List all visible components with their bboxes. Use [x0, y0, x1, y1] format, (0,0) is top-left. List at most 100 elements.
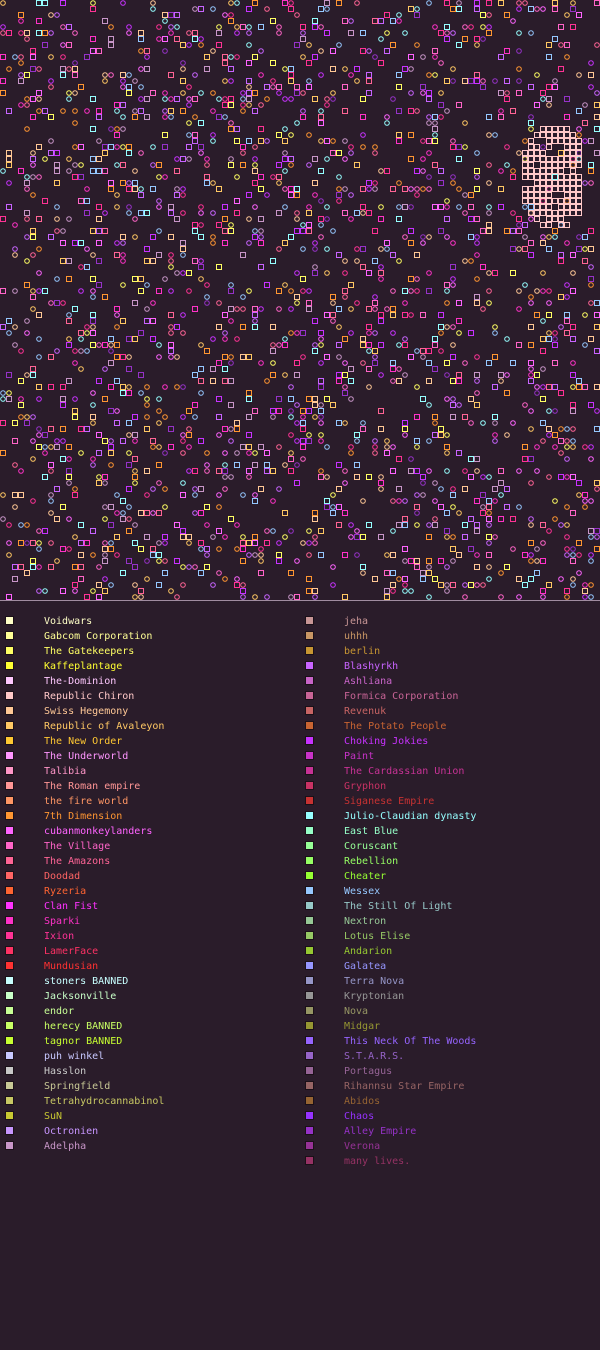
planet-marker[interactable] — [576, 150, 582, 156]
planet-marker[interactable] — [102, 546, 108, 552]
planet-marker[interactable] — [102, 504, 108, 510]
planet-marker[interactable] — [276, 24, 282, 30]
planet-marker[interactable] — [318, 72, 324, 78]
planet-marker[interactable] — [576, 198, 582, 204]
planet-marker[interactable] — [552, 408, 558, 414]
planet-marker[interactable] — [558, 210, 564, 216]
planet-marker[interactable] — [228, 78, 234, 84]
planet-marker[interactable] — [252, 144, 258, 150]
planet-marker[interactable] — [342, 258, 348, 264]
planet-marker[interactable] — [60, 258, 66, 264]
planet-marker[interactable] — [288, 330, 294, 336]
planet-marker[interactable] — [144, 492, 150, 498]
planet-marker[interactable] — [558, 162, 564, 168]
legend-item[interactable]: Lotus Elise — [305, 929, 595, 944]
planet-marker[interactable] — [540, 318, 546, 324]
planet-marker[interactable] — [576, 540, 582, 546]
legend-item[interactable]: Doodad — [5, 869, 295, 884]
planet-marker[interactable] — [234, 174, 240, 180]
planet-marker[interactable] — [312, 540, 318, 546]
planet-marker[interactable] — [270, 18, 276, 24]
planet-marker[interactable] — [216, 186, 222, 192]
planet-marker[interactable] — [444, 396, 450, 402]
planet-marker[interactable] — [576, 480, 582, 486]
planet-marker[interactable] — [60, 456, 66, 462]
planet-marker[interactable] — [240, 492, 246, 498]
planet-marker[interactable] — [444, 0, 450, 6]
planet-marker[interactable] — [228, 12, 234, 18]
planet-marker[interactable] — [354, 66, 360, 72]
planet-marker[interactable] — [204, 348, 210, 354]
legend-item[interactable]: herecy BANNED — [5, 1019, 295, 1034]
planet-marker[interactable] — [126, 84, 132, 90]
legend-item[interactable]: Adelpha — [5, 1139, 295, 1154]
planet-marker[interactable] — [558, 204, 564, 210]
planet-marker[interactable] — [390, 582, 396, 588]
planet-marker[interactable] — [240, 306, 246, 312]
planet-marker[interactable] — [180, 480, 186, 486]
planet-marker[interactable] — [186, 42, 192, 48]
planet-marker[interactable] — [450, 30, 456, 36]
planet-marker[interactable] — [354, 552, 360, 558]
planet-marker[interactable] — [528, 174, 534, 180]
planet-marker[interactable] — [564, 312, 570, 318]
planet-marker[interactable] — [180, 432, 186, 438]
planet-marker[interactable] — [198, 90, 204, 96]
planet-marker[interactable] — [390, 96, 396, 102]
planet-marker[interactable] — [258, 486, 264, 492]
planet-marker[interactable] — [252, 156, 258, 162]
planet-marker[interactable] — [516, 90, 522, 96]
planet-marker[interactable] — [414, 192, 420, 198]
planet-marker[interactable] — [120, 570, 126, 576]
planet-marker[interactable] — [402, 288, 408, 294]
planet-marker[interactable] — [180, 66, 186, 72]
planet-marker[interactable] — [360, 498, 366, 504]
planet-marker[interactable] — [498, 378, 504, 384]
planet-marker[interactable] — [420, 90, 426, 96]
planet-marker[interactable] — [558, 174, 564, 180]
planet-marker[interactable] — [108, 186, 114, 192]
planet-marker[interactable] — [90, 96, 96, 102]
planet-marker[interactable] — [90, 420, 96, 426]
planet-marker[interactable] — [240, 96, 246, 102]
planet-marker[interactable] — [126, 390, 132, 396]
legend-item[interactable]: Blashyrkh — [305, 659, 595, 674]
planet-marker[interactable] — [522, 138, 528, 144]
planet-marker[interactable] — [162, 534, 168, 540]
legend-item[interactable]: tagnor BANNED — [5, 1034, 295, 1049]
planet-marker[interactable] — [312, 192, 318, 198]
planet-marker[interactable] — [288, 234, 294, 240]
planet-marker[interactable] — [492, 270, 498, 276]
planet-marker[interactable] — [438, 324, 444, 330]
planet-marker[interactable] — [594, 150, 600, 156]
planet-marker[interactable] — [372, 258, 378, 264]
planet-marker[interactable] — [492, 432, 498, 438]
planet-marker[interactable] — [528, 150, 534, 156]
planet-marker[interactable] — [36, 96, 42, 102]
planet-marker[interactable] — [528, 252, 534, 258]
planet-marker[interactable] — [342, 468, 348, 474]
planet-marker[interactable] — [246, 216, 252, 222]
planet-marker[interactable] — [324, 0, 330, 6]
planet-marker[interactable] — [210, 534, 216, 540]
planet-marker[interactable] — [78, 162, 84, 168]
planet-marker[interactable] — [132, 474, 138, 480]
planet-marker[interactable] — [270, 468, 276, 474]
legend-item[interactable]: Chaos — [305, 1109, 595, 1124]
planet-marker[interactable] — [48, 84, 54, 90]
planet-marker[interactable] — [378, 204, 384, 210]
planet-marker[interactable] — [288, 72, 294, 78]
planet-marker[interactable] — [306, 576, 312, 582]
planet-marker[interactable] — [456, 300, 462, 306]
planet-marker[interactable] — [120, 438, 126, 444]
planet-marker[interactable] — [114, 108, 120, 114]
planet-marker[interactable] — [342, 18, 348, 24]
planet-marker[interactable] — [198, 204, 204, 210]
planet-marker[interactable] — [114, 252, 120, 258]
planet-marker[interactable] — [90, 252, 96, 258]
planet-marker[interactable] — [252, 204, 258, 210]
planet-marker[interactable] — [576, 174, 582, 180]
planet-marker[interactable] — [108, 336, 114, 342]
planet-marker[interactable] — [342, 480, 348, 486]
planet-marker[interactable] — [474, 552, 480, 558]
